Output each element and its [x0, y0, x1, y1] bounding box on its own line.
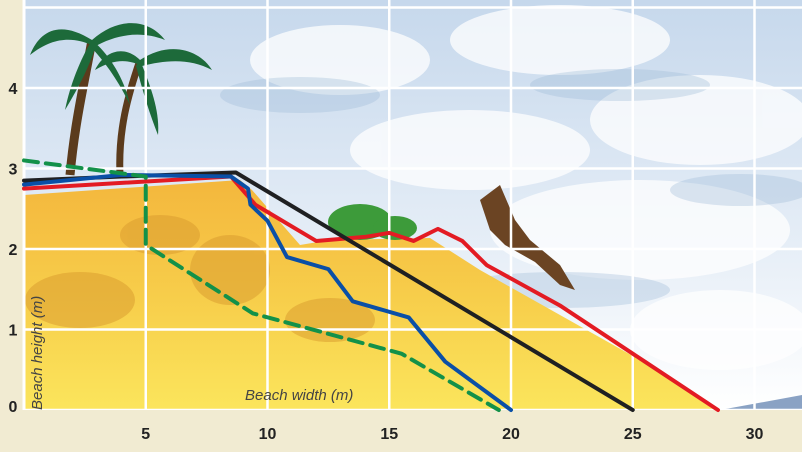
sand-shading — [25, 215, 375, 342]
background-illustration — [24, 0, 802, 410]
x-tick-label: 20 — [502, 426, 520, 443]
bird — [480, 185, 575, 290]
series-line-3 — [22, 158, 501, 412]
x-tick-label: 15 — [380, 426, 398, 443]
palm-trees — [30, 23, 212, 176]
x-tick-label: 10 — [259, 426, 277, 443]
tick-labels: 5 10 15 20 25 30 0 1 2 3 4 — [9, 81, 764, 443]
y-tick-label: 1 — [9, 323, 18, 340]
y-tick-label: 3 — [9, 162, 18, 179]
x-tick-label: 5 — [141, 426, 150, 443]
sea — [720, 395, 802, 410]
x-tick-label: 30 — [746, 426, 764, 443]
cloud-shadows — [220, 69, 802, 308]
clouds — [250, 5, 802, 370]
y-axis-title: Beach height (m) — [29, 296, 46, 410]
series — [22, 158, 720, 412]
series-line-0 — [22, 174, 720, 412]
y-tick-label: 0 — [9, 399, 18, 416]
x-tick-label: 25 — [624, 426, 642, 443]
series-line-2 — [22, 172, 513, 412]
x-axis-title: Beach width (m) — [245, 387, 353, 404]
x-axis-band — [0, 410, 802, 447]
y-tick-label: 4 — [9, 81, 18, 98]
y-tick-label: 2 — [9, 242, 18, 259]
